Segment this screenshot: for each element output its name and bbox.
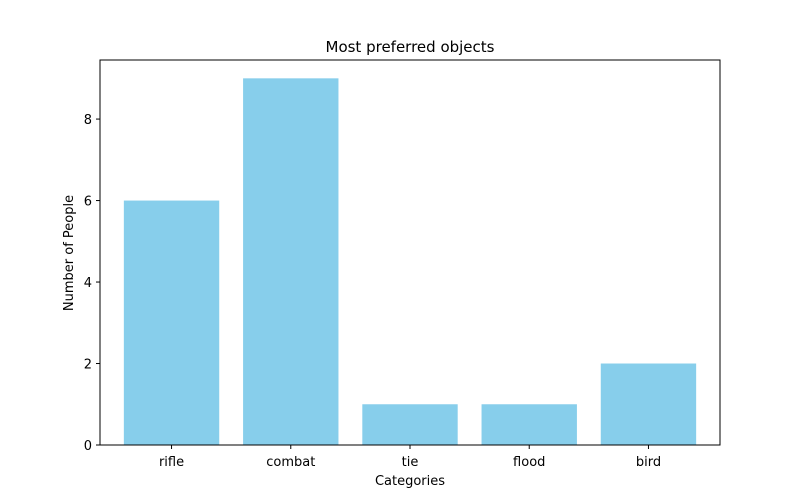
x-tick-label: flood (513, 455, 545, 470)
y-tick-label: 4 (84, 276, 92, 291)
bar-bird (600, 363, 697, 445)
y-tick-label: 8 (84, 113, 92, 128)
y-axis: 0 2 4 6 8 (84, 113, 100, 454)
bar-tie (362, 404, 458, 445)
x-tick-label: bird (636, 455, 661, 470)
x-tick-label: tie (402, 455, 419, 470)
bars-layer (123, 78, 697, 445)
bar-combat (243, 78, 339, 445)
x-axis-label: Categories (375, 474, 445, 489)
x-tick-label: combat (266, 455, 315, 470)
x-axis: rifle combat tie flood bird (159, 445, 661, 470)
y-tick-label: 0 (84, 439, 92, 454)
chart-title: Most preferred objects (326, 38, 495, 56)
y-axis-label: Number of People (62, 195, 77, 311)
y-tick-label: 2 (84, 358, 92, 373)
x-tick-label: rifle (159, 455, 184, 470)
bar-flood (481, 404, 577, 445)
y-tick-label: 6 (84, 195, 92, 210)
bar-rifle (123, 200, 220, 445)
